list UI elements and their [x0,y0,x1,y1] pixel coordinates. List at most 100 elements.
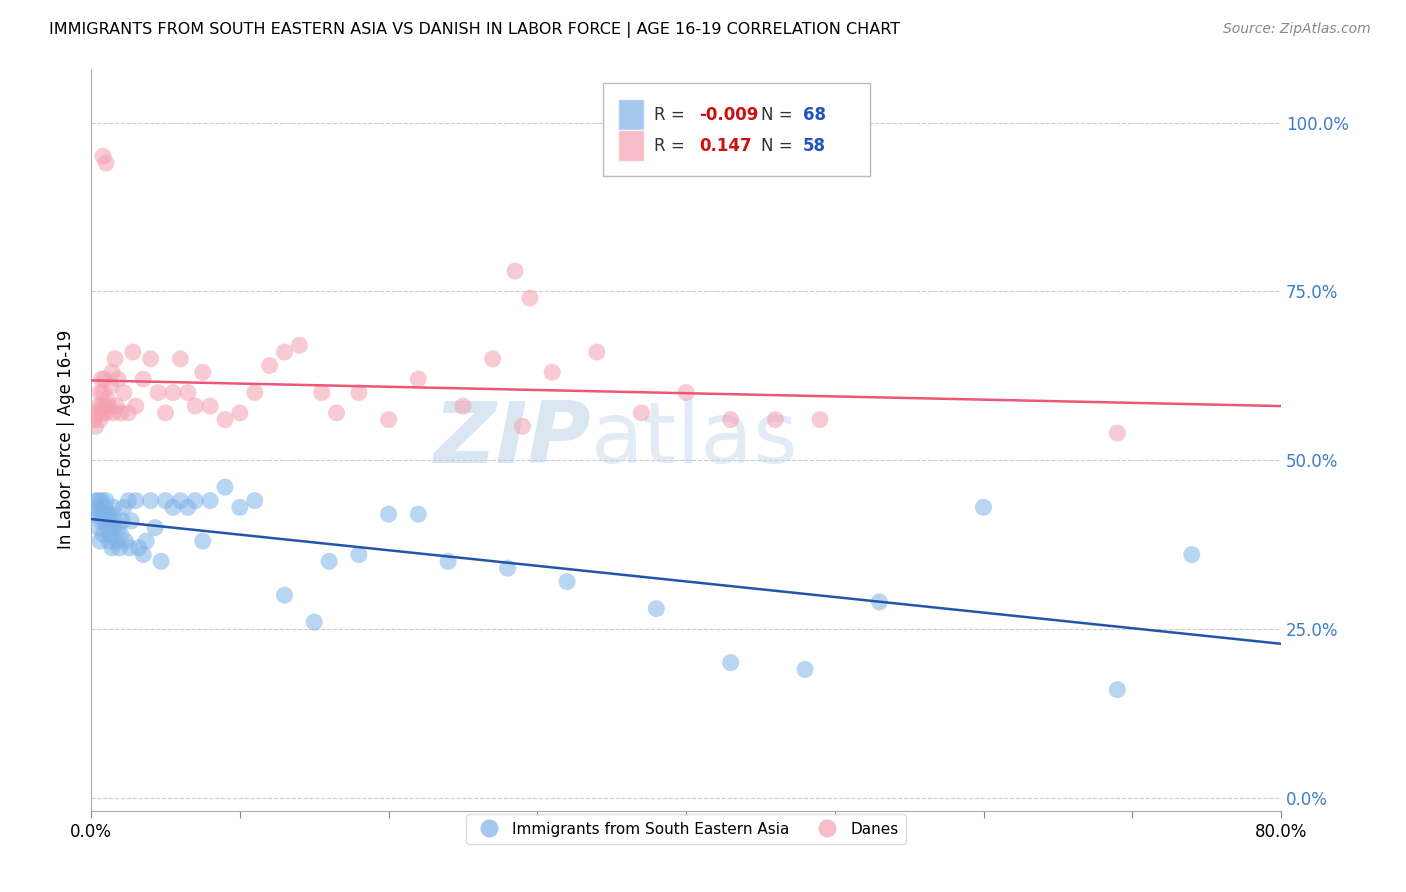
Point [98,514,121,528]
Point [408,507,430,521]
Point [110,406,132,420]
Point [273,345,295,359]
Point [100,527,122,541]
Point [91,527,114,541]
Legend: Immigrants from South Eastern Asia, Danes: Immigrants from South Eastern Asia, Dane… [465,814,905,845]
Point [94,493,117,508]
Point [114,534,136,549]
Point [155,406,177,420]
Point [808,412,831,426]
Point [98,399,121,413]
Point [89,385,111,400]
Point [83,412,105,426]
Point [90,399,112,413]
Point [93,399,115,413]
Bar [619,130,644,161]
Point [162,500,184,515]
Point [125,399,148,413]
Point [229,500,252,515]
Point [117,493,139,508]
Point [243,493,266,508]
Text: 58: 58 [803,137,825,155]
Point [347,385,370,400]
Point [311,385,333,400]
Point [496,561,519,575]
Point [89,507,111,521]
Point [84,493,107,508]
Text: R =: R = [654,106,690,124]
Point [139,351,162,366]
Point [121,345,143,359]
Point [103,500,125,515]
Point [94,507,117,521]
Point [377,412,399,426]
Point [229,406,252,420]
Point [794,662,817,676]
Point [117,406,139,420]
Point [110,527,132,541]
Text: Source: ZipAtlas.com: Source: ZipAtlas.com [1223,22,1371,37]
Point [191,534,214,549]
Text: 68: 68 [803,106,825,124]
Point [519,291,541,305]
Point [90,493,112,508]
Point [243,385,266,400]
Point [198,399,221,413]
Point [184,493,207,508]
Point [101,365,124,379]
Bar [619,99,644,130]
Point [155,493,177,508]
Text: atlas: atlas [591,399,799,482]
Point [720,412,742,426]
Point [162,385,184,400]
Point [132,548,155,562]
Point [184,399,207,413]
Point [94,406,117,420]
Text: N =: N = [761,137,797,155]
Point [1107,682,1129,697]
Point [91,385,114,400]
Point [89,412,111,426]
FancyBboxPatch shape [603,83,870,177]
Point [191,365,214,379]
Point [675,385,697,400]
Point [512,419,534,434]
Point [105,534,128,549]
Point [541,365,564,379]
Point [481,351,503,366]
Point [214,480,236,494]
Point [101,541,124,555]
Point [93,372,115,386]
Point [112,500,135,515]
Point [146,385,169,400]
Point [91,507,114,521]
Point [377,507,399,521]
Point [86,500,108,515]
Point [86,406,108,420]
Point [169,351,191,366]
Point [408,372,430,386]
Point [112,385,135,400]
Point [868,595,890,609]
Point [96,392,118,407]
Text: IMMIGRANTS FROM SOUTH EASTERN ASIA VS DANISH IN LABOR FORCE | AGE 16-19 CORRELAT: IMMIGRANTS FROM SOUTH EASTERN ASIA VS DA… [49,22,900,38]
Point [108,541,131,555]
Point [273,588,295,602]
Point [100,507,122,521]
Point [259,359,281,373]
Point [630,406,652,420]
Point [437,554,460,568]
Point [96,521,118,535]
Point [89,534,111,549]
Text: R =: R = [654,137,695,155]
Point [100,379,122,393]
Point [104,514,127,528]
Point [91,406,114,420]
Point [1107,426,1129,441]
Point [93,514,115,528]
Point [288,338,311,352]
Text: 0.147: 0.147 [699,137,752,155]
Point [555,574,578,589]
Point [83,507,105,521]
Point [107,372,129,386]
